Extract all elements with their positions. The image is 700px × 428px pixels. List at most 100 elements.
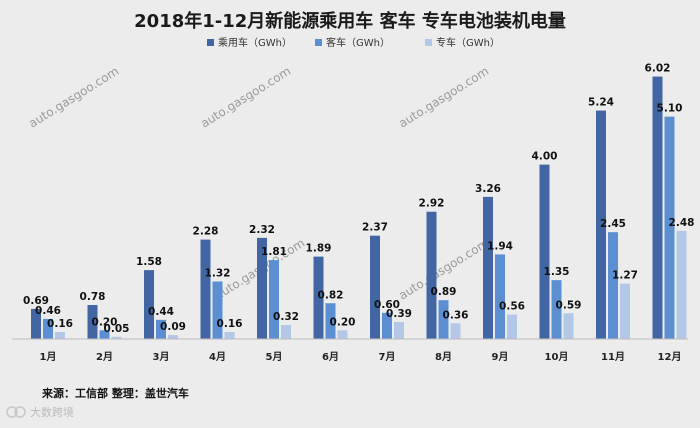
bar bbox=[664, 116, 675, 339]
bar bbox=[495, 254, 505, 339]
corner-logo-icon bbox=[6, 406, 26, 418]
bar bbox=[313, 256, 324, 339]
bar bbox=[224, 332, 235, 339]
data-label: 2.92 bbox=[419, 198, 445, 210]
x-tick-label: 10月 bbox=[545, 351, 569, 363]
bar bbox=[620, 283, 630, 339]
data-label: 4.00 bbox=[532, 151, 558, 163]
source-note: 来源：工信部 整理：盖世汽车 bbox=[41, 386, 189, 400]
bar bbox=[382, 312, 392, 339]
data-label: 2.48 bbox=[669, 217, 695, 229]
data-label: 1.81 bbox=[261, 246, 287, 258]
bar bbox=[394, 321, 404, 339]
bar bbox=[144, 270, 154, 339]
corner-brand-text: 大数跨境 bbox=[30, 405, 74, 419]
bar bbox=[551, 280, 562, 339]
bar bbox=[212, 281, 223, 339]
data-label: 0.36 bbox=[443, 309, 469, 321]
bar bbox=[438, 300, 449, 339]
bar bbox=[652, 76, 663, 340]
bar bbox=[563, 313, 574, 339]
data-label: 0.82 bbox=[318, 289, 344, 301]
value-labels: 0.690.460.160.780.200.051.580.440.092.28… bbox=[23, 63, 694, 335]
x-tick-label: 6月 bbox=[322, 351, 339, 363]
legend-label: 客车（GWh） bbox=[326, 36, 390, 49]
legend-label: 专车（GWh） bbox=[436, 36, 500, 49]
bar bbox=[337, 330, 348, 339]
bar bbox=[450, 323, 461, 339]
bar bbox=[31, 308, 41, 339]
bar bbox=[55, 332, 65, 339]
data-label: 0.20 bbox=[330, 316, 356, 328]
bar bbox=[168, 335, 178, 339]
bar bbox=[281, 325, 291, 339]
x-tick-label: 8月 bbox=[435, 351, 452, 363]
x-tick-label: 7月 bbox=[379, 351, 396, 363]
bar bbox=[87, 304, 98, 339]
bar bbox=[676, 230, 687, 339]
data-label: 0.20 bbox=[92, 316, 118, 328]
watermark-text: auto.gasgoo.com bbox=[396, 64, 491, 131]
data-label: 0.44 bbox=[148, 306, 174, 318]
x-tick-label: 12月 bbox=[658, 351, 682, 363]
data-label: 0.16 bbox=[217, 318, 243, 330]
data-label: 0.46 bbox=[35, 305, 61, 317]
data-label: 5.10 bbox=[657, 103, 683, 115]
bar bbox=[483, 196, 493, 339]
watermark-text: auto.gasgoo.com bbox=[26, 64, 121, 131]
bar bbox=[426, 211, 437, 339]
x-tick-label: 1月 bbox=[40, 351, 57, 363]
data-label: 1.58 bbox=[136, 256, 162, 268]
legend-swatch bbox=[315, 39, 322, 46]
bar bbox=[507, 314, 517, 339]
bar bbox=[325, 303, 336, 339]
bar bbox=[156, 319, 166, 339]
legend-label: 乘用车（GWh） bbox=[218, 36, 292, 49]
data-label: 2.32 bbox=[249, 224, 275, 236]
x-tick-label: 2月 bbox=[96, 351, 113, 363]
data-label: 1.94 bbox=[487, 240, 513, 252]
bar bbox=[99, 330, 110, 339]
bar bbox=[539, 164, 550, 339]
bar bbox=[43, 318, 53, 339]
bar bbox=[257, 237, 267, 339]
data-label: 0.39 bbox=[386, 308, 412, 320]
data-label: 1.89 bbox=[306, 243, 332, 255]
bar bbox=[370, 235, 380, 339]
data-label: 1.35 bbox=[544, 266, 570, 278]
x-tick-label: 5月 bbox=[266, 351, 283, 363]
data-label: 0.16 bbox=[47, 318, 73, 330]
data-label: 5.24 bbox=[588, 97, 614, 109]
data-label: 0.60 bbox=[374, 299, 400, 311]
data-label: 1.27 bbox=[612, 270, 638, 282]
data-label: 2.28 bbox=[193, 226, 219, 238]
x-tick-label: 3月 bbox=[153, 351, 170, 363]
data-label: 0.32 bbox=[273, 311, 299, 323]
data-label: 3.26 bbox=[475, 183, 501, 195]
data-label: 0.05 bbox=[104, 323, 130, 335]
data-label: 2.45 bbox=[600, 218, 626, 230]
x-axis-ticks: 1月 2月 3月 4月 5月 6月 7月 8月 9月 10月 11月 12月 bbox=[40, 351, 682, 363]
bar bbox=[608, 232, 618, 339]
legend: 乘用车（GWh） 客车（GWh） 专车（GWh） bbox=[207, 36, 500, 49]
bar bbox=[111, 336, 122, 339]
bar bbox=[269, 260, 279, 339]
data-label: 6.02 bbox=[645, 63, 671, 75]
data-label: 2.37 bbox=[362, 222, 388, 234]
data-label: 0.78 bbox=[80, 291, 106, 303]
x-tick-label: 11月 bbox=[601, 351, 625, 363]
legend-swatch bbox=[425, 39, 432, 46]
data-label: 0.56 bbox=[499, 301, 525, 313]
data-label: 0.59 bbox=[556, 299, 582, 311]
watermark-text: auto.gasgoo.com bbox=[198, 64, 293, 131]
bar bbox=[596, 110, 606, 339]
bars bbox=[31, 76, 687, 340]
data-label: 0.89 bbox=[431, 286, 457, 298]
data-label: 0.69 bbox=[23, 295, 49, 307]
corner-brand: 大数跨境 bbox=[6, 405, 74, 419]
data-label: 1.32 bbox=[205, 267, 231, 279]
legend-swatch bbox=[207, 39, 214, 46]
chart-title: 2018年1-12月新能源乘用车 客车 专车电池装机电量 bbox=[134, 10, 566, 32]
data-label: 0.09 bbox=[160, 321, 186, 333]
